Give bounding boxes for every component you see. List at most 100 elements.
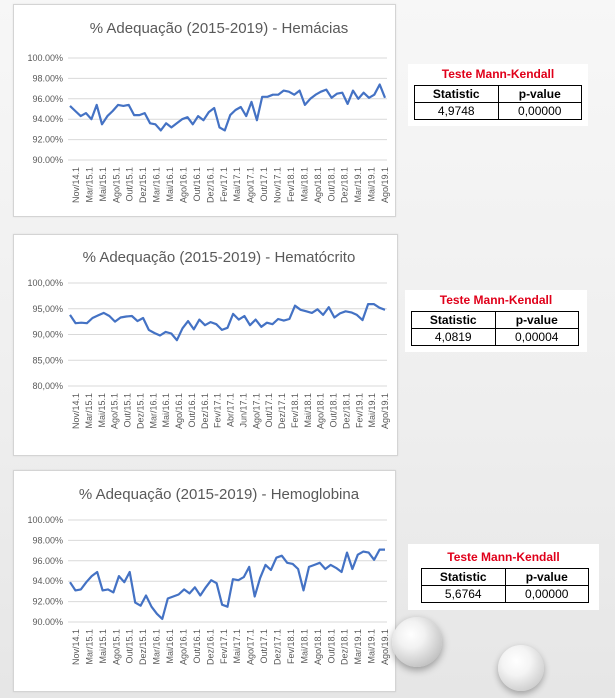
x-tick-label: Dez/15.1 bbox=[138, 167, 148, 203]
y-tick-label: 95,00% bbox=[32, 304, 63, 314]
x-tick-label: Nov/17.1 bbox=[273, 167, 283, 203]
x-tick-label: Ago/15.1 bbox=[111, 167, 121, 203]
x-tick-label: Dez/17.1 bbox=[273, 629, 283, 665]
y-tick-label: 92.00% bbox=[32, 597, 63, 607]
x-tick-label: Ago/15.1 bbox=[110, 393, 120, 429]
pvalue-header: p-value bbox=[494, 311, 579, 329]
x-tick-label: Out/17.1 bbox=[259, 629, 269, 664]
x-tick-label: Fev/18.1 bbox=[290, 393, 300, 428]
x-tick-label: Ago/15.1 bbox=[111, 629, 121, 665]
x-tick-label: Mai/17.1 bbox=[232, 167, 242, 202]
y-tick-label: 98.00% bbox=[32, 73, 63, 83]
x-tick-label: Mar/16.1 bbox=[148, 393, 158, 429]
x-tick-label: Mai/15.1 bbox=[97, 393, 107, 428]
x-tick-label: Mar/15.1 bbox=[84, 629, 94, 665]
x-tick-label: Mai/16.1 bbox=[165, 167, 175, 202]
y-tick-label: 94.00% bbox=[32, 576, 63, 586]
statistic-value: 5,6764 bbox=[421, 585, 506, 603]
x-tick-label: Out/15.1 bbox=[125, 629, 135, 664]
x-tick-label: Nov/14.1 bbox=[71, 167, 81, 203]
y-tick-label: 100.00% bbox=[27, 515, 63, 525]
y-tick-label: 96.00% bbox=[32, 94, 63, 104]
statistic-header: Statistic bbox=[421, 568, 506, 586]
chart-panel-hemacias: % Adequação (2015-2019) - Hemácias 100.00… bbox=[13, 4, 396, 217]
x-tick-label: Out/18.1 bbox=[326, 167, 336, 202]
x-tick-label: Dez/18.1 bbox=[340, 629, 350, 665]
series-line bbox=[69, 83, 387, 132]
x-tick-label: Mai/16.1 bbox=[165, 629, 175, 664]
x-tick-label: Mai/15.1 bbox=[98, 629, 108, 664]
x-tick-label: Ago/19.1 bbox=[380, 393, 390, 429]
x-tick-label: Ago/19.1 bbox=[380, 629, 390, 665]
x-tick-label: Fev/17.1 bbox=[219, 629, 229, 664]
y-tick-label: 92.00% bbox=[32, 135, 63, 145]
x-tick-label: Out/16.1 bbox=[192, 167, 202, 202]
x-tick-label: Mar/15.1 bbox=[84, 393, 94, 429]
chart-panel-hemoglobina: % Adequação (2015-2019) - Hemoglobina 100… bbox=[13, 470, 396, 692]
x-tick-label: Out/16.1 bbox=[187, 393, 197, 428]
statistic-header: Statistic bbox=[414, 85, 499, 103]
x-tick-label: Mai/19.1 bbox=[367, 393, 377, 428]
y-tick-label: 80,00% bbox=[32, 381, 63, 391]
series-line bbox=[69, 302, 386, 342]
x-tick-label: Fev/18.1 bbox=[286, 167, 296, 202]
x-tick-label: Ago/17.1 bbox=[251, 393, 261, 429]
mann-kendall-table: Statistic p-value 5,6764 0,00000 bbox=[421, 568, 589, 603]
chart-title: % Adequação (2015-2019) - Hematócrito bbox=[83, 249, 356, 266]
x-tick-label: Mar/19.1 bbox=[353, 629, 363, 665]
x-tick-label: Nov/14.1 bbox=[71, 629, 81, 665]
y-tick-label: 85,00% bbox=[32, 355, 63, 365]
x-tick-label: Dez/17.1 bbox=[277, 393, 287, 429]
pvalue-header: p-value bbox=[504, 568, 589, 586]
x-tick-label: Nov/14.1 bbox=[71, 393, 81, 429]
chart-hemoglobina: % Adequação (2015-2019) - Hemoglobina 100… bbox=[27, 486, 390, 665]
y-tick-label: 94.00% bbox=[32, 114, 63, 124]
decorative-bubble-small bbox=[498, 645, 544, 691]
statistic-value: 4,9748 bbox=[414, 102, 499, 120]
x-tick-label: Ago/18.1 bbox=[313, 629, 323, 665]
x-tick-label: Mai/19.1 bbox=[367, 167, 377, 202]
x-tick-label: Out/15.1 bbox=[125, 167, 135, 202]
statistic-header: Statistic bbox=[411, 311, 496, 329]
x-tick-label: Fev/17.1 bbox=[213, 393, 223, 428]
mann-kendall-table: Statistic p-value 4,9748 0,00000 bbox=[414, 85, 582, 120]
series-line bbox=[69, 548, 385, 620]
y-tick-label: 98.00% bbox=[32, 535, 63, 545]
x-tick-label: Ago/17.1 bbox=[246, 167, 256, 203]
x-tick-label: Fev/19.1 bbox=[354, 393, 364, 428]
x-tick-label: Dez/16.1 bbox=[205, 167, 215, 203]
chart-hematocrito: % Adequação (2015-2019) - Hematócrito 100… bbox=[27, 249, 390, 429]
x-tick-label: Mar/19.1 bbox=[353, 167, 363, 203]
y-tick-label: 100,00% bbox=[27, 278, 63, 288]
mann-kendall-heading: Teste Mann-Kendall bbox=[441, 67, 555, 81]
pvalue-value: 0,00000 bbox=[504, 585, 589, 603]
chart-title: % Adequação (2015-2019) - Hemácias bbox=[90, 20, 349, 37]
x-tick-label: Ago/18.1 bbox=[313, 167, 323, 203]
x-tick-label: Out/17.1 bbox=[264, 393, 274, 428]
x-tick-label: Dez/18.1 bbox=[341, 393, 351, 429]
x-tick-label: Ago/16.1 bbox=[178, 629, 188, 665]
mann-kendall-heading: Teste Mann-Kendall bbox=[439, 293, 553, 307]
x-tick-label: Dez/18.1 bbox=[340, 167, 350, 203]
y-tick-label: 90.00% bbox=[32, 155, 63, 165]
x-tick-label: Out/17.1 bbox=[259, 167, 269, 202]
x-tick-label: Out/18.1 bbox=[329, 393, 339, 428]
x-tick-label: Mai/16.1 bbox=[161, 393, 171, 428]
statistic-value: 4,0819 bbox=[411, 328, 496, 346]
x-tick-label: Mar/16.1 bbox=[152, 167, 162, 203]
pvalue-header: p-value bbox=[497, 85, 582, 103]
chart-title: % Adequação (2015-2019) - Hemoglobina bbox=[79, 486, 360, 503]
x-tick-label: Jun/17.1 bbox=[238, 393, 248, 428]
x-tick-label: Ago/17.1 bbox=[246, 629, 256, 665]
x-tick-label: Ago/16.1 bbox=[178, 167, 188, 203]
x-tick-label: Out/15.1 bbox=[123, 393, 133, 428]
decorative-bubble-large bbox=[392, 617, 442, 667]
x-tick-label: Mar/15.1 bbox=[84, 167, 94, 203]
x-tick-label: Ago/18.1 bbox=[316, 393, 326, 429]
pvalue-value: 0,00004 bbox=[494, 328, 579, 346]
x-tick-label: Dez/16.1 bbox=[200, 393, 210, 429]
x-tick-label: Dez/16.1 bbox=[205, 629, 215, 665]
x-tick-label: Mai/17.1 bbox=[232, 629, 242, 664]
mann-kendall-table: Statistic p-value 4,0819 0,00004 bbox=[411, 311, 579, 346]
mann-kendall-box-hemacias: Teste Mann-Kendall Statistic p-value 4,9… bbox=[408, 64, 588, 126]
